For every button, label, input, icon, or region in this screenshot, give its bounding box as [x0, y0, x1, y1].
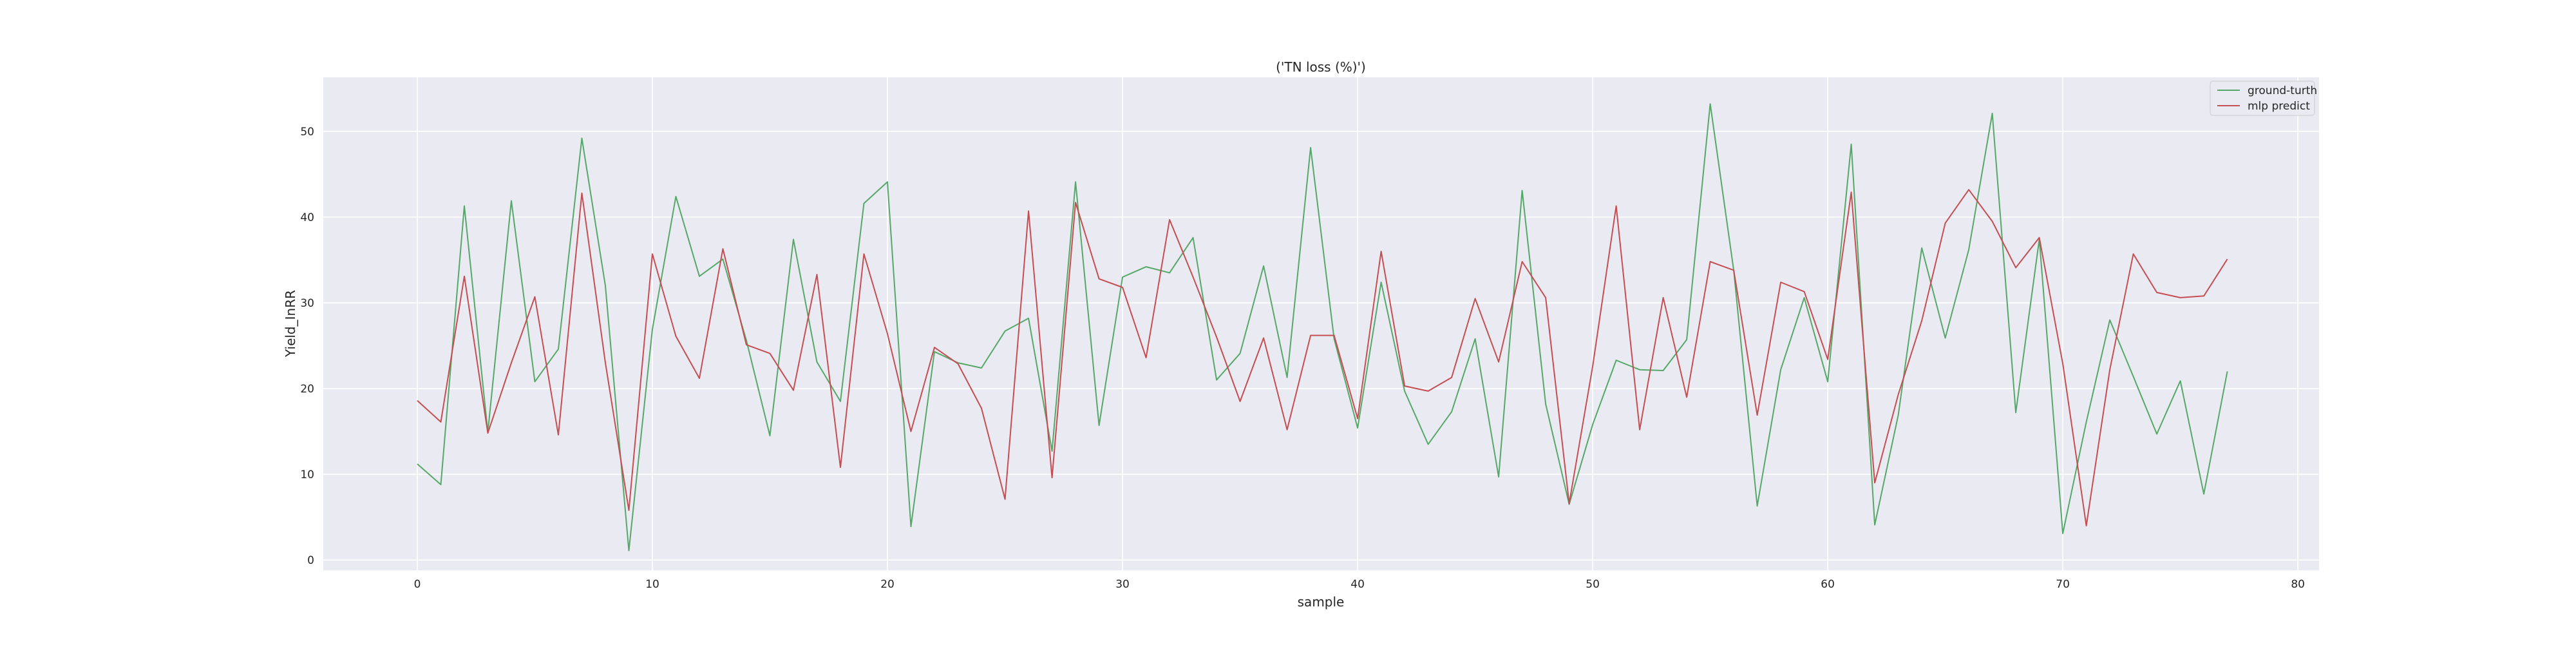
y-tick-label: 20	[300, 383, 314, 396]
x-tick-label: 10	[645, 578, 659, 591]
x-tick-label: 60	[1821, 578, 1835, 591]
x-tick-label: 50	[1586, 578, 1600, 591]
chart-title: ('TN loss (%)')	[1276, 59, 1366, 75]
y-tick-label: 10	[300, 468, 314, 481]
y-tick-label: 30	[300, 297, 314, 310]
y-axis-label: Yield_InRR	[283, 290, 298, 358]
x-tick-label: 80	[2291, 578, 2305, 591]
legend-label-mlp-predict: mlp predict	[2248, 100, 2310, 113]
grid-lines	[323, 77, 2319, 570]
legend-label-ground-turth: ground-turth	[2248, 84, 2317, 97]
y-tick-label: 50	[300, 126, 314, 139]
x-tick-label: 20	[880, 578, 895, 591]
x-axis-label: sample	[1298, 594, 1345, 610]
x-tick-label: 30	[1115, 578, 1130, 591]
x-tick-label: 0	[414, 578, 421, 591]
legend: ground-turth mlp predict	[2210, 81, 2317, 116]
x-tick-label: 70	[2056, 578, 2070, 591]
tick-labels: 0 10 20 30 40 50 60 70 80 0 10 20 30 40 50	[300, 126, 2305, 591]
plot-background	[323, 77, 2319, 570]
series-lines	[417, 103, 2228, 552]
series-line-ground-turth	[417, 103, 2228, 552]
y-tick-label: 0	[307, 554, 314, 567]
x-tick-label: 40	[1350, 578, 1365, 591]
series-line-mlp-predict	[417, 189, 2228, 526]
y-tick-label: 40	[300, 211, 314, 224]
